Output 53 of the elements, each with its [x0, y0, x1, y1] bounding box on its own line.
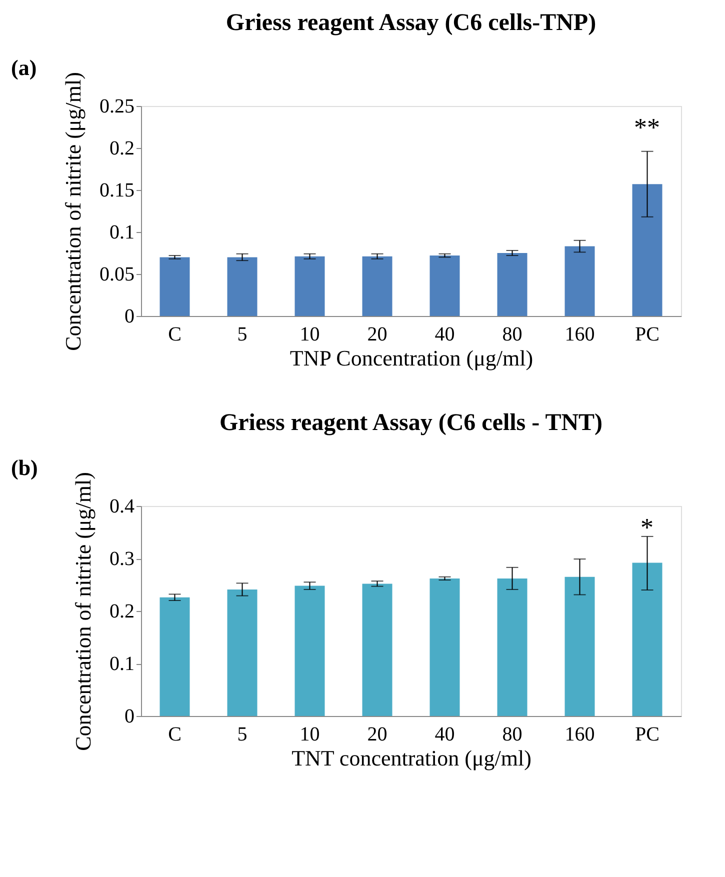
x-axis-title: TNP Concentration (μg/ml): [290, 346, 534, 370]
bar: [362, 256, 392, 316]
y-tick-label: 0.1: [110, 222, 134, 244]
text: (b): [11, 455, 38, 480]
bar: [294, 256, 325, 316]
x-tick-label: PC: [635, 324, 660, 346]
y-tick-label: 0.2: [110, 138, 134, 160]
x-tick-label: 40: [434, 724, 455, 746]
x-tick-label: C: [168, 324, 182, 346]
bar: [564, 576, 595, 716]
x-tick-label: 5: [237, 724, 248, 746]
x-tick-label: 160: [564, 324, 595, 346]
x-tick-label: 10: [300, 324, 320, 346]
bar: [632, 562, 662, 716]
y-axis-title: Concentration of nitrite (μg/ml): [70, 472, 96, 751]
chart-title: Griess reagent Assay (C6 cells-TNP): [226, 10, 596, 36]
y-axis-title: Concentration of nitrite (μg/ml): [60, 72, 86, 351]
y-tick-label: 0.2: [110, 600, 134, 622]
bar: [632, 184, 662, 316]
x-tick-label: 20: [367, 324, 388, 346]
bar: [497, 578, 528, 716]
x-tick-label: 40: [434, 324, 455, 346]
y-tick-label: 0.1: [110, 653, 134, 675]
x-tick-label: 80: [502, 724, 522, 746]
x-tick-label: 20: [367, 724, 388, 746]
y-tick-label: 0: [124, 706, 134, 728]
bar: [497, 253, 528, 316]
bar: [294, 586, 325, 716]
bar: [564, 246, 595, 316]
bar: [227, 257, 258, 316]
x-axis-title: TNT concentration (μg/ml): [292, 746, 532, 770]
y-tick-label: 0: [124, 306, 134, 328]
y-tick-label: 0.3: [110, 548, 134, 570]
annotation: **: [634, 113, 660, 142]
chart-title: Griess reagent Assay (C6 cells - TNT): [219, 410, 603, 436]
bar: [160, 257, 190, 316]
y-tick-label: 0.25: [100, 96, 134, 118]
x-tick-label: 10: [300, 724, 320, 746]
bar: [362, 584, 392, 716]
bar: [160, 597, 190, 716]
bar: [430, 578, 460, 716]
x-tick-label: 5: [237, 324, 248, 346]
bar: [430, 256, 460, 316]
x-tick-label: C: [168, 724, 182, 746]
text: (a): [11, 55, 37, 80]
y-tick-label: 0.05: [100, 264, 134, 286]
y-tick-label: 0.15: [100, 180, 134, 202]
x-tick-label: PC: [635, 724, 660, 746]
x-tick-label: 160: [564, 724, 595, 746]
x-tick-label: 80: [502, 324, 522, 346]
y-tick-label: 0.4: [110, 496, 134, 518]
bar: [227, 589, 258, 716]
annotation: *: [640, 513, 654, 542]
